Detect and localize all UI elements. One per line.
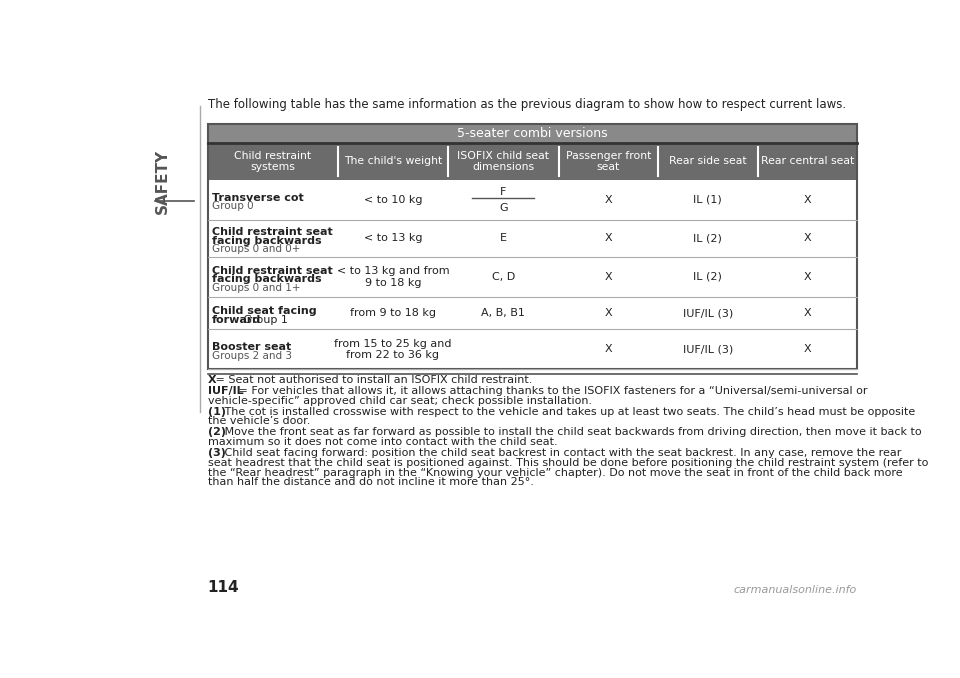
Text: carmanualsonline.info: carmanualsonline.info (733, 584, 856, 595)
Text: Child restraint seat: Child restraint seat (212, 227, 333, 237)
Text: Child restraint
systems: Child restraint systems (234, 151, 311, 172)
Text: facing backwards: facing backwards (212, 274, 322, 284)
Text: Child seat facing: Child seat facing (212, 306, 317, 316)
Text: IUF/IL: IUF/IL (207, 386, 243, 396)
Text: SAFETY: SAFETY (156, 149, 170, 214)
Text: Groups 0 and 1+: Groups 0 and 1+ (212, 283, 300, 293)
Text: The child's weight: The child's weight (344, 157, 442, 166)
Text: F: F (500, 187, 507, 197)
Text: C, D: C, D (492, 272, 515, 282)
Text: (3): (3) (207, 448, 226, 458)
Text: 5-seater combi versions: 5-seater combi versions (457, 127, 608, 140)
Text: Booster seat: Booster seat (212, 342, 292, 353)
Text: The following table has the same information as the previous diagram to show how: The following table has the same informa… (207, 98, 846, 111)
Text: = For vehicles that allows it, it allows attaching thanks to the ISOFIX fastener: = For vehicles that allows it, it allows… (234, 386, 867, 396)
Text: 114: 114 (207, 580, 239, 595)
Text: A, B, B1: A, B, B1 (481, 308, 525, 318)
Text: X: X (804, 233, 811, 243)
Text: IUF/IL (3): IUF/IL (3) (683, 308, 733, 318)
Text: X: X (605, 195, 612, 205)
Text: (1): (1) (207, 407, 226, 417)
Text: the “Rear headrest” paragraph in the “Knowing your vehicle” chapter). Do not mov: the “Rear headrest” paragraph in the “Kn… (207, 468, 902, 477)
Text: IL (2): IL (2) (693, 272, 722, 282)
Text: Child restraint seat: Child restraint seat (212, 266, 333, 276)
Text: The cot is installed crosswise with respect to the vehicle and takes up at least: The cot is installed crosswise with resp… (221, 407, 915, 417)
Text: IUF/IL (3): IUF/IL (3) (683, 344, 733, 355)
Text: Group 0: Group 0 (212, 201, 253, 212)
Text: facing backwards: facing backwards (212, 236, 322, 245)
Text: < to 13 kg: < to 13 kg (364, 233, 422, 243)
Text: X: X (605, 233, 612, 243)
Text: ISOFIX child seat
dimensions: ISOFIX child seat dimensions (457, 151, 549, 172)
Text: X: X (605, 272, 612, 282)
Text: Transverse cot: Transverse cot (212, 193, 304, 203)
Text: seat headrest that the child seat is positioned against. This should be done bef: seat headrest that the child seat is pos… (207, 458, 928, 468)
Bar (207, 143, 857, 180)
Text: Groups 0 and 0+: Groups 0 and 0+ (212, 244, 300, 254)
Text: IL (1): IL (1) (693, 195, 722, 205)
Text: maximum so it does not come into contact with the child seat.: maximum so it does not come into contact… (207, 437, 557, 447)
Text: (2): (2) (207, 427, 226, 437)
Text: Child seat facing forward: position the child seat backrest in contact with the : Child seat facing forward: position the … (221, 448, 901, 458)
Text: X: X (804, 344, 811, 355)
Bar (207, 123, 857, 143)
Text: < to 10 kg: < to 10 kg (364, 195, 422, 205)
Text: X: X (605, 344, 612, 355)
Text: the vehicle’s door.: the vehicle’s door. (207, 416, 310, 426)
Text: X: X (207, 375, 216, 384)
Text: Rear central seat: Rear central seat (760, 157, 854, 166)
Text: X: X (804, 272, 811, 282)
Text: vehicle-specific” approved child car seat; check possible installation.: vehicle-specific” approved child car sea… (207, 395, 591, 405)
Text: G: G (499, 203, 508, 213)
Bar (207, 123, 857, 370)
Text: forward: forward (212, 315, 261, 325)
Text: E: E (500, 233, 507, 243)
Text: < to 13 kg and from
9 to 18 kg: < to 13 kg and from 9 to 18 kg (337, 266, 449, 287)
Text: X: X (804, 308, 811, 318)
Text: Rear side seat: Rear side seat (669, 157, 747, 166)
Text: Passenger front
seat: Passenger front seat (565, 151, 651, 172)
Text: Group 1: Group 1 (240, 315, 288, 325)
Text: = Seat not authorised to install an ISOFIX child restraint.: = Seat not authorised to install an ISOF… (212, 375, 533, 384)
Text: IL (2): IL (2) (693, 233, 722, 243)
Text: from 9 to 18 kg: from 9 to 18 kg (349, 308, 436, 318)
Text: from 15 to 25 kg and
from 22 to 36 kg: from 15 to 25 kg and from 22 to 36 kg (334, 338, 451, 360)
Text: than half the distance and do not incline it more than 25°.: than half the distance and do not inclin… (207, 477, 534, 487)
Text: Move the front seat as far forward as possible to install the child seat backwar: Move the front seat as far forward as po… (221, 427, 922, 437)
Text: X: X (804, 195, 811, 205)
Text: X: X (605, 308, 612, 318)
Text: Groups 2 and 3: Groups 2 and 3 (212, 351, 292, 361)
